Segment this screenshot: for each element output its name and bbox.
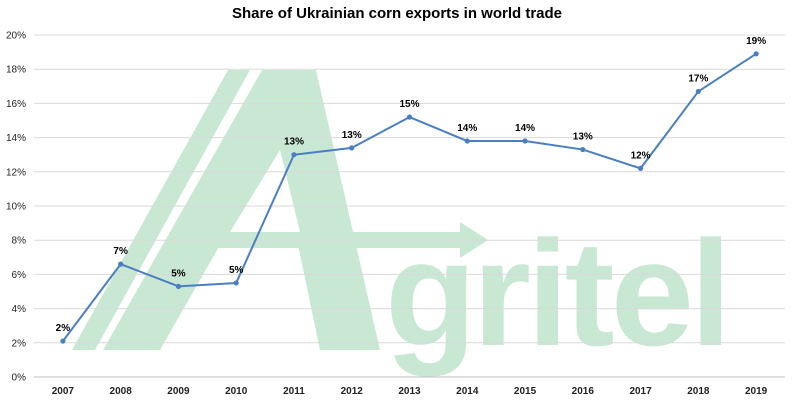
y-tick-label: 20% [6, 31, 26, 42]
data-point [522, 138, 528, 144]
data-point [291, 152, 297, 158]
x-tick-label: 2017 [629, 386, 652, 397]
data-point [175, 283, 182, 289]
x-tick-label: 2013 [398, 386, 421, 397]
data-point [580, 146, 586, 153]
agritel-watermark-logo: gritel [72, 70, 732, 377]
x-tick-label: 2009 [167, 386, 190, 397]
x-tick-label: 2016 [572, 386, 595, 397]
data-point [118, 261, 124, 267]
x-tick-label: 2018 [687, 386, 710, 397]
chart-title: Share of Ukrainian corn exports in world… [231, 5, 563, 22]
y-tick-label: 16% [6, 99, 26, 110]
data-label: 17% [688, 73, 708, 84]
data-label: 2% [56, 323, 71, 334]
y-tick-label: 2% [12, 338, 27, 349]
x-tick-label: 2008 [110, 386, 133, 397]
svg-text:gritel: gritel [385, 209, 728, 377]
data-label: 13% [342, 130, 362, 141]
y-tick-label: 8% [12, 236, 27, 247]
data-label: 15% [399, 99, 419, 110]
data-label: 14% [515, 123, 535, 134]
x-tick-label: 2010 [225, 386, 248, 397]
data-point [406, 114, 413, 120]
y-tick-label: 12% [6, 167, 26, 178]
data-label: 12% [631, 150, 651, 161]
y-tick-label: 0% [12, 373, 27, 384]
data-label: 14% [457, 123, 477, 134]
data-point [349, 145, 355, 151]
x-tick-label: 2012 [341, 386, 364, 397]
y-tick-label: 10% [6, 202, 26, 213]
x-tick-label: 2015 [514, 386, 537, 397]
data-point [464, 138, 470, 144]
x-tick-label: 2019 [745, 386, 768, 397]
x-tick-label: 2007 [52, 386, 75, 397]
data-point [695, 88, 701, 95]
data-point [233, 280, 239, 286]
data-point [60, 338, 66, 344]
y-tick-label: 4% [12, 304, 27, 315]
x-tick-label: 2011 [283, 386, 305, 397]
data-label: 13% [284, 137, 304, 148]
data-label: 5% [171, 268, 186, 279]
y-tick-label: 6% [12, 270, 27, 281]
data-label: 13% [573, 132, 593, 143]
y-tick-label: 14% [6, 133, 26, 144]
data-point [753, 51, 759, 57]
y-tick-label: 18% [6, 65, 26, 76]
data-label: 5% [229, 265, 244, 276]
data-label: 7% [113, 246, 128, 257]
data-label: 19% [746, 36, 766, 47]
x-tick-label: 2014 [456, 386, 479, 397]
data-point [637, 165, 644, 171]
